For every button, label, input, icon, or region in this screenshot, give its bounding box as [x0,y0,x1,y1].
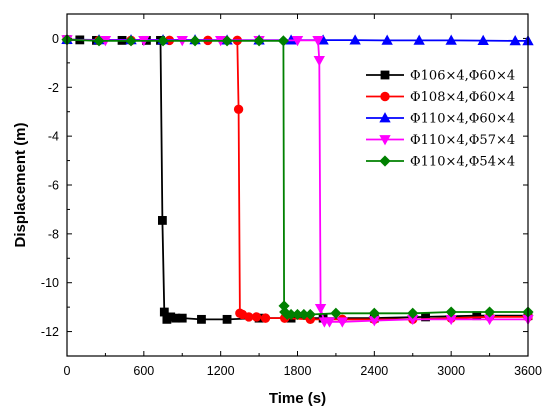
x-tick-label: 3000 [437,364,465,378]
y-tick-label: -4 [48,130,59,144]
legend-label: Φ110×4,Φ57×4 [410,133,515,148]
legend-label: Φ110×4,Φ60×4 [410,112,515,127]
legend-item: Φ108×4,Φ60×4 [366,90,515,105]
data-point [251,312,262,322]
data-point [380,70,390,80]
y-tick-label: -10 [41,276,59,290]
y-tick-label: -12 [41,325,59,339]
legend-label: Φ108×4,Φ60×4 [410,90,515,105]
data-point [477,34,489,46]
data-point [189,35,201,47]
x-tick-label: 3600 [514,364,542,378]
data-point [349,34,361,45]
data-point [445,34,457,45]
data-point [330,307,342,319]
data-point [197,314,206,324]
legend-label: Φ106×4,Φ60×4 [410,69,515,84]
x-tick-label: 0 [64,364,71,378]
x-tick-label: 2400 [360,364,388,378]
plot-frame [66,13,529,357]
data-point [158,216,167,225]
y-tick-label: 0 [52,32,59,46]
data-point [323,317,336,328]
x-tick-label: 600 [133,364,154,378]
x-tick-label: 1800 [284,364,312,378]
legend: Φ106×4,Φ60×4 Φ108×4,Φ60×4 Φ110×4,Φ60×4 Φ110… [366,69,515,170]
data-point [313,56,325,67]
data-point [379,112,391,123]
y-tick-label: -2 [48,81,59,95]
data-point [93,35,105,47]
legend-label: Φ110×4,Φ54×4 [410,155,515,170]
data-point [484,306,496,318]
data-point [221,35,233,47]
data-point [312,35,324,47]
data-point [509,35,521,46]
x-tick-label: 1200 [207,364,235,378]
data-point [413,34,425,45]
series-5 [61,34,534,321]
y-axis-label: Displacement (m) [12,122,29,247]
data-point [304,308,316,321]
data-point [379,155,391,167]
data-point [253,35,265,47]
data-point [277,35,289,47]
y-tick-label: -8 [48,227,59,241]
data-point [445,306,457,318]
data-point [222,314,232,324]
data-point [381,34,393,45]
data-point [260,313,271,323]
data-point [177,313,187,323]
legend-item: Φ110×4,Φ57×4 [366,133,515,148]
data-point [368,307,380,319]
data-point [314,303,327,315]
data-point [233,104,244,114]
data-point [336,317,348,328]
legend-item: Φ110×4,Φ54×4 [366,155,515,170]
axis-ticks: 0 600 1200 1800 2400 3000 3600 0 -2 -4 -6 -8 -10 -12 [41,13,542,378]
legend-item: Φ106×4,Φ60×4 [366,69,515,84]
data-point [407,307,419,319]
x-axis-label: Time (s) [269,390,326,407]
legend-item: Φ110×4,Φ60×4 [366,112,515,127]
y-tick-label: -6 [48,179,59,193]
data-point [380,91,390,102]
data-point [291,35,304,47]
data-point [379,135,391,146]
data-point [125,35,137,47]
data-point [157,35,169,47]
plot-series [61,33,534,328]
